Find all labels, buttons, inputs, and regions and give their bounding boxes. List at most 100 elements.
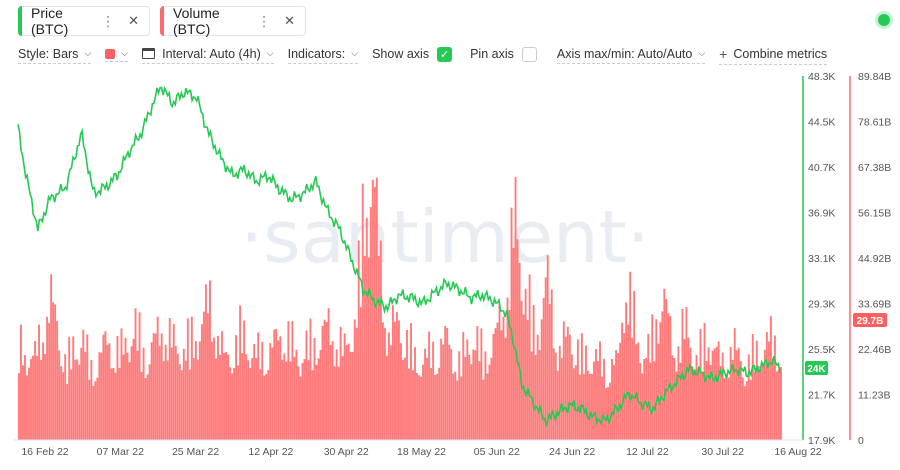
volume-bar (400, 343, 402, 440)
volume-bar (387, 332, 390, 440)
volume-bar (665, 298, 668, 440)
volume-bar (26, 375, 28, 440)
volume-tick-label: 67.38B (858, 162, 891, 174)
volume-bar (375, 177, 378, 440)
volume-bar (311, 370, 314, 440)
volume-bar (367, 257, 370, 440)
volume-bar (478, 361, 481, 440)
volume-bar (385, 355, 388, 440)
volume-bar (717, 341, 720, 440)
volume-bar (593, 361, 595, 440)
volume-bar (100, 352, 103, 440)
show-axis-toggle[interactable]: Show axis ✓ (372, 46, 453, 64)
volume-bar (450, 348, 453, 440)
volume-bar (353, 319, 356, 440)
volume-bar (625, 302, 628, 440)
volume-bar (206, 313, 209, 440)
interval-dropdown[interactable]: Interval: Auto (4h) ⌵ (142, 47, 274, 64)
volume-bar (36, 355, 38, 440)
volume-bar (154, 333, 157, 440)
volume-bar (200, 324, 203, 440)
volume-bar (544, 277, 547, 440)
volume-bar (414, 347, 416, 440)
volume-bar (731, 360, 734, 440)
chevron-down-icon: ⌵ (266, 48, 274, 58)
volume-bar (361, 183, 364, 440)
volume-bar (637, 342, 640, 440)
volume-bar (420, 376, 423, 440)
metric-chip-volume[interactable]: Volume (BTC) ⋮ ✕ (160, 5, 306, 37)
volume-bar (578, 374, 581, 440)
indicators-dropdown[interactable]: Indicators: ⌵ (287, 47, 359, 64)
x-tick-label: 25 Mar 22 (172, 446, 219, 458)
volume-bar (30, 359, 32, 440)
price-tick-label: 17.9K (808, 435, 835, 447)
price-current-badge: 24K (805, 361, 828, 375)
volume-bar (729, 346, 732, 440)
volume-bar (603, 358, 605, 440)
volume-bar (560, 358, 563, 440)
volume-bar (267, 369, 270, 440)
volume-bar (446, 328, 449, 440)
volume-bar (190, 316, 193, 440)
volume-bar (221, 331, 223, 440)
volume-bar (389, 345, 392, 440)
more-vertical-icon[interactable]: ⋮ (257, 12, 271, 29)
checkbox-checked-icon[interactable]: ✓ (437, 46, 453, 62)
volume-bar (211, 341, 213, 440)
volume-bar (168, 318, 171, 440)
metric-chip-price[interactable]: Price (BTC) ⋮ ✕ (18, 5, 150, 37)
volume-bar (68, 336, 71, 440)
volume-bar (60, 366, 63, 440)
volume-bar (150, 342, 153, 440)
volume-bar (351, 351, 354, 440)
volume-bar (34, 341, 36, 440)
volume-bar (683, 339, 686, 440)
volume-bar (615, 350, 618, 440)
volume-bar (120, 328, 123, 440)
close-icon[interactable]: ✕ (128, 13, 139, 28)
volume-bar (406, 329, 408, 440)
volume-bar (422, 364, 425, 440)
volume-bar (329, 345, 332, 440)
volume-bar (408, 368, 410, 440)
volume-bar (363, 256, 366, 440)
volume-bar (586, 370, 589, 440)
volume-bar (490, 357, 493, 440)
axis-minmax-dropdown[interactable]: Axis max/min: Auto/Auto ⌵ (556, 47, 706, 64)
volume-bar (92, 385, 95, 440)
volume-bar (484, 351, 487, 440)
style-dropdown[interactable]: Style: Bars ⌵ (18, 47, 92, 64)
volume-bar (106, 344, 109, 440)
volume-bar (633, 290, 636, 440)
volume-bar (345, 345, 348, 440)
more-vertical-icon[interactable]: ⋮ (101, 12, 115, 29)
color-picker[interactable]: ⌵ (105, 48, 129, 62)
x-tick-label: 18 May 22 (397, 446, 446, 458)
volume-bar (558, 345, 561, 440)
volume-bar (102, 334, 105, 440)
volume-bar (24, 355, 26, 440)
volume-bar (391, 305, 394, 440)
volume-bar (247, 360, 250, 440)
close-icon[interactable]: ✕ (284, 13, 295, 28)
volume-bar (502, 316, 505, 440)
pin-axis-toggle[interactable]: Pin axis (470, 46, 537, 64)
price-tick-label: 36.9K (808, 208, 835, 220)
combine-metrics-button[interactable]: + Combine metrics (719, 46, 828, 65)
volume-bar (172, 324, 175, 440)
volume-bar (550, 289, 553, 440)
volume-bar (741, 377, 744, 440)
volume-bar (599, 341, 601, 440)
volume-bar (524, 288, 527, 440)
volume-bar (757, 366, 760, 440)
volume-bar (313, 338, 316, 440)
volume-bar (416, 373, 418, 440)
volume-bar (508, 309, 511, 440)
volume-bar (359, 307, 362, 440)
volume-bar (335, 349, 338, 440)
volume-bar (90, 359, 93, 440)
volume-bar (645, 357, 648, 440)
checkbox-unchecked-icon[interactable] (521, 46, 537, 62)
